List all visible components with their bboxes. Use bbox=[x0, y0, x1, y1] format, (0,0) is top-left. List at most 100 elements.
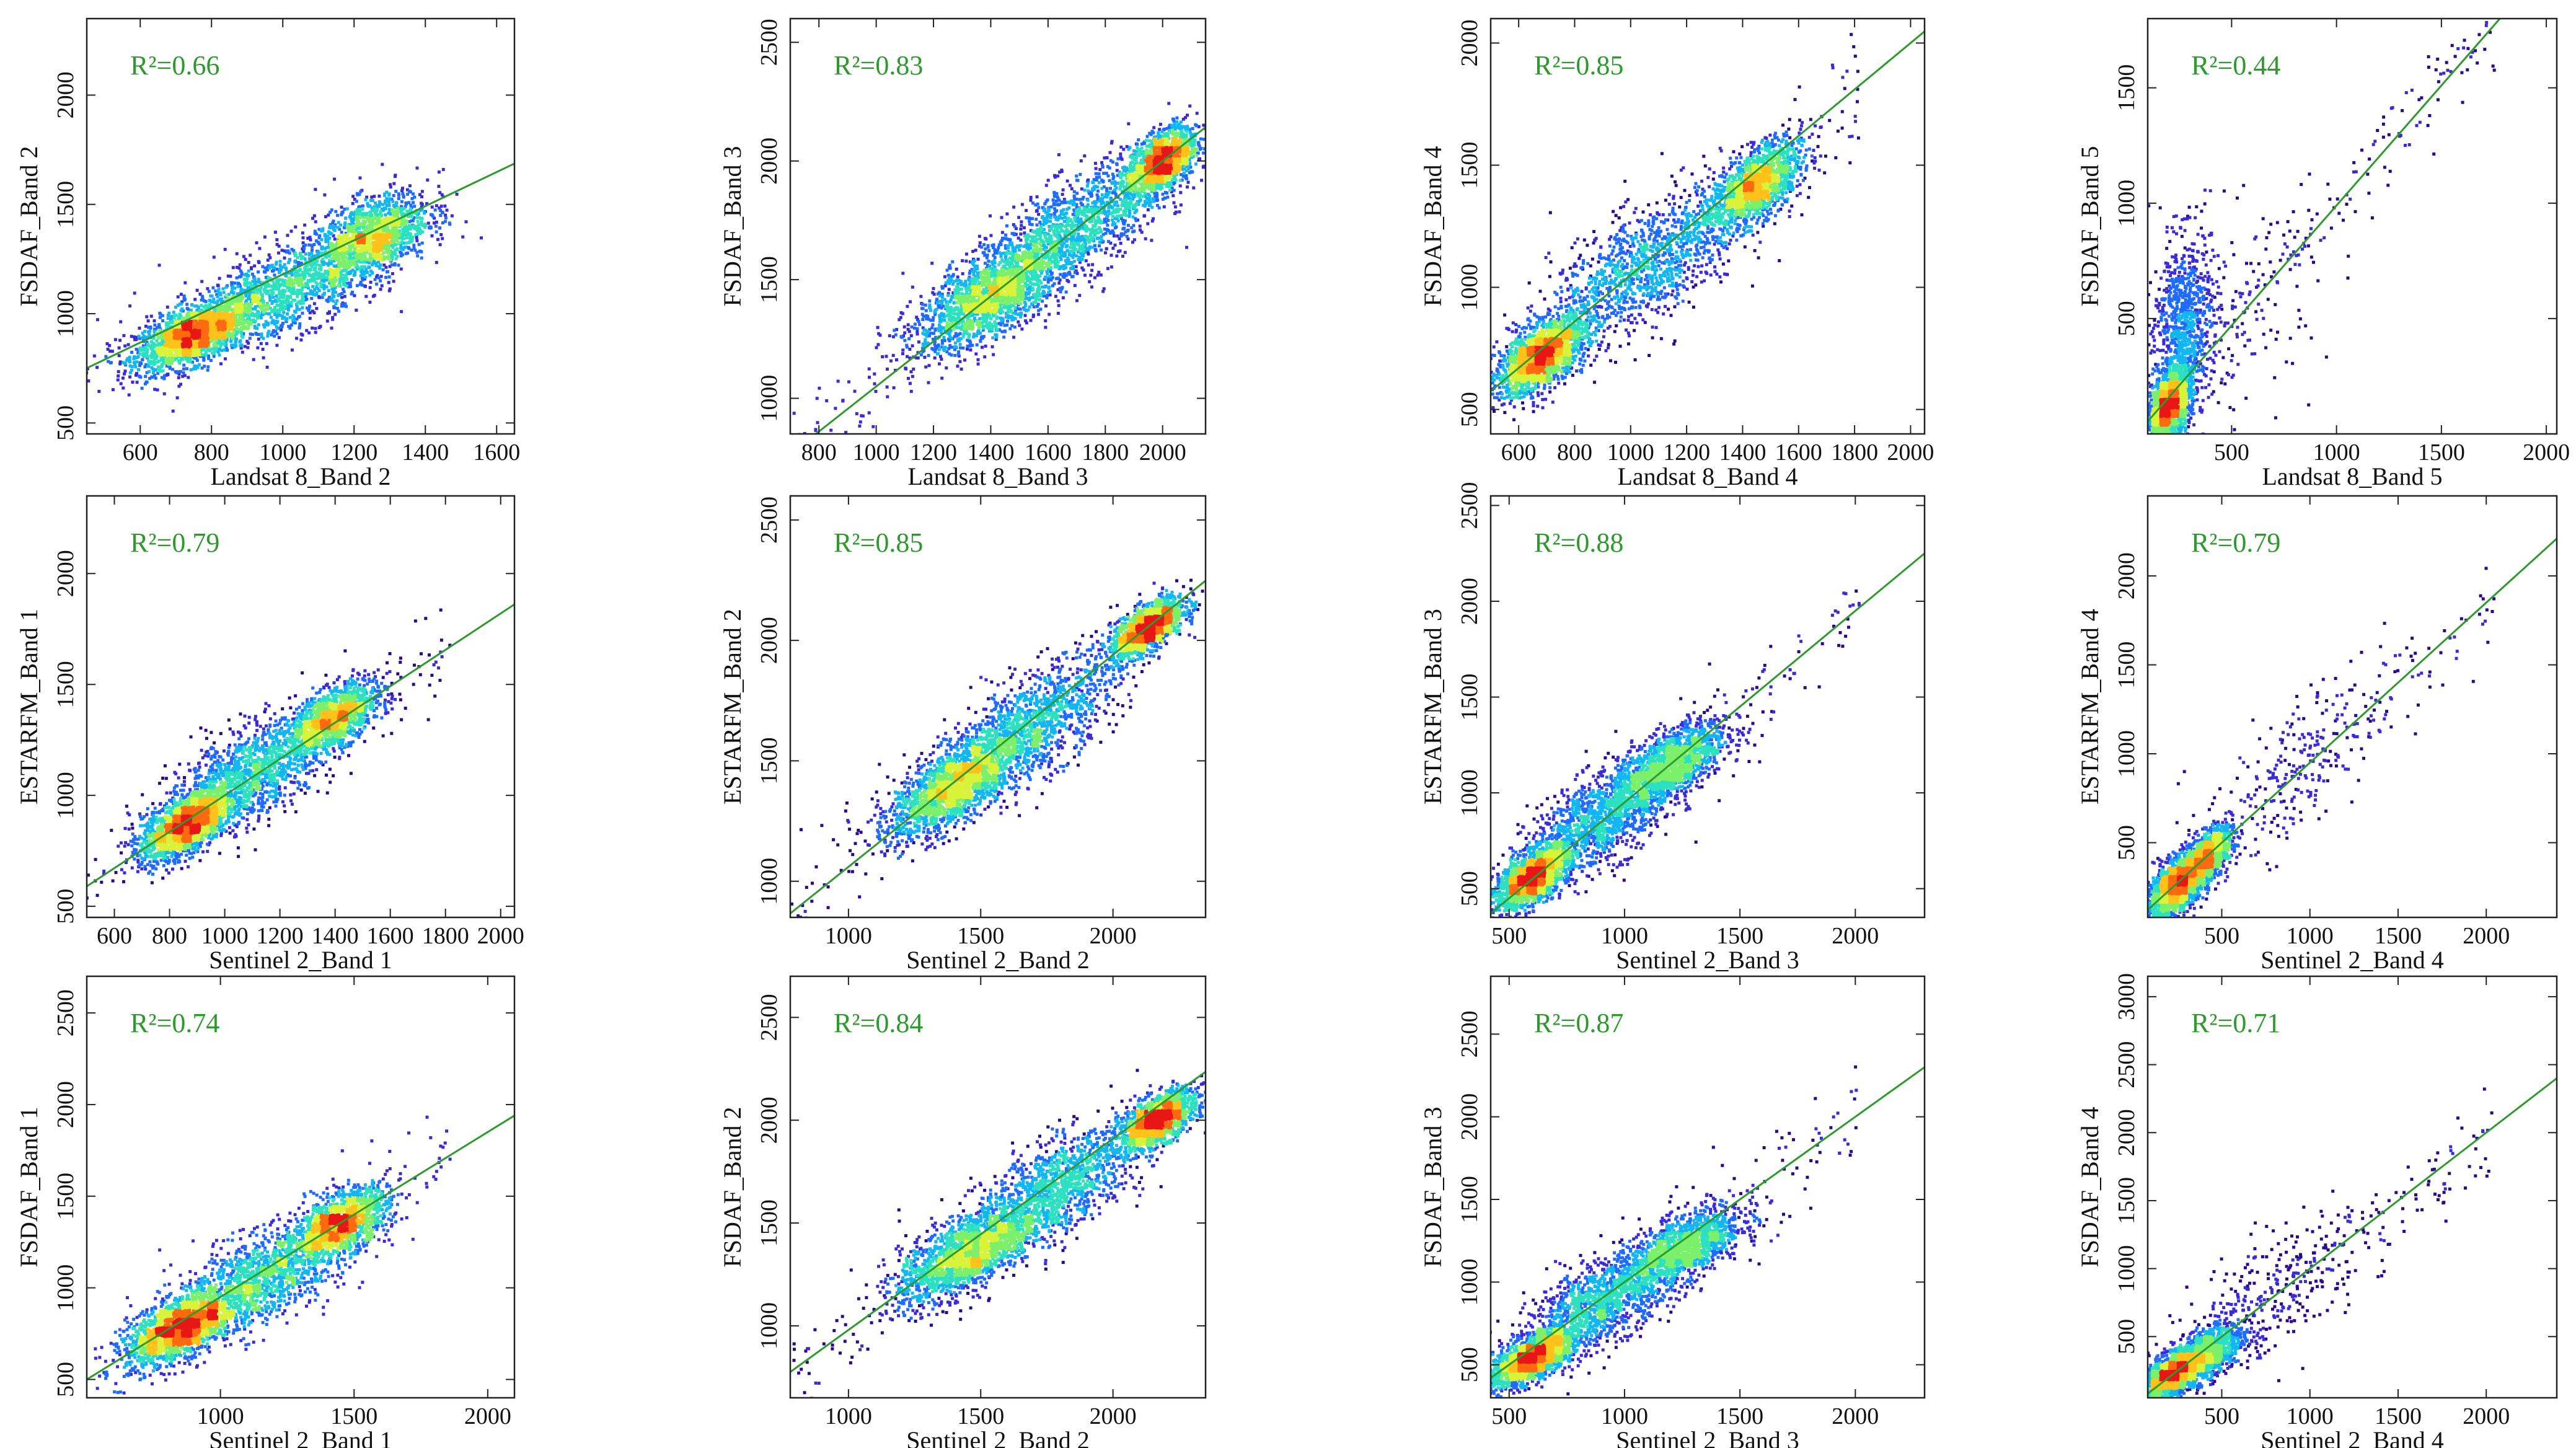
density-point bbox=[455, 192, 459, 196]
density-point bbox=[377, 260, 381, 264]
density-point bbox=[282, 311, 286, 314]
density-point bbox=[969, 348, 973, 352]
density-point bbox=[171, 347, 175, 351]
density-point bbox=[895, 358, 898, 361]
density-point bbox=[252, 298, 255, 301]
density-point bbox=[290, 278, 294, 282]
density-point bbox=[387, 246, 390, 250]
density-point bbox=[128, 304, 132, 308]
density-point bbox=[365, 237, 369, 241]
density-point bbox=[180, 353, 183, 357]
density-point bbox=[259, 333, 263, 337]
density-point bbox=[383, 244, 387, 248]
density-point bbox=[206, 368, 210, 372]
density-point bbox=[227, 293, 231, 296]
density-point bbox=[1105, 247, 1108, 250]
density-point bbox=[242, 278, 246, 281]
density-point bbox=[237, 328, 240, 331]
density-point bbox=[182, 348, 186, 351]
y-tick-label: 1000 bbox=[53, 290, 79, 337]
density-point bbox=[365, 213, 369, 216]
density-point bbox=[372, 253, 376, 257]
density-point bbox=[836, 379, 840, 383]
density-point bbox=[201, 353, 204, 356]
density-point bbox=[212, 320, 216, 324]
density-point bbox=[167, 350, 170, 353]
density-point bbox=[302, 277, 306, 281]
density-point bbox=[332, 245, 336, 249]
density-point bbox=[138, 348, 142, 352]
density-point bbox=[1015, 227, 1018, 231]
density-point bbox=[400, 247, 404, 250]
density-point bbox=[153, 387, 157, 391]
density-point bbox=[268, 298, 272, 302]
density-point bbox=[368, 221, 372, 225]
density-point bbox=[298, 322, 302, 325]
density-point bbox=[244, 292, 247, 296]
density-point bbox=[258, 287, 262, 291]
density-point bbox=[171, 355, 175, 359]
density-point bbox=[295, 317, 299, 321]
density-point bbox=[156, 325, 159, 329]
density-point bbox=[1140, 231, 1144, 234]
density-point bbox=[169, 325, 173, 329]
density-point bbox=[334, 302, 338, 306]
density-point bbox=[1029, 319, 1033, 322]
density-point bbox=[224, 295, 227, 299]
density-point bbox=[187, 325, 190, 329]
density-point bbox=[330, 287, 334, 291]
density-point bbox=[324, 240, 328, 244]
density-point bbox=[180, 358, 184, 361]
density-point bbox=[359, 245, 363, 249]
density-point bbox=[1094, 167, 1098, 170]
density-point bbox=[901, 348, 905, 352]
density-point bbox=[909, 300, 912, 304]
density-point bbox=[257, 297, 260, 301]
density-point bbox=[267, 291, 270, 294]
density-point bbox=[200, 343, 204, 347]
density-point bbox=[343, 302, 347, 306]
density-point bbox=[392, 228, 395, 232]
density-point bbox=[349, 238, 352, 242]
density-point bbox=[249, 314, 253, 317]
density-point bbox=[337, 239, 340, 243]
density-point bbox=[165, 327, 169, 330]
density-point bbox=[359, 249, 363, 252]
density-point bbox=[149, 314, 153, 318]
density-point bbox=[238, 303, 242, 307]
density-point bbox=[1152, 217, 1155, 221]
density-point bbox=[280, 268, 283, 272]
density-point bbox=[185, 314, 188, 318]
density-point bbox=[389, 218, 392, 222]
density-point bbox=[298, 288, 301, 292]
density-point bbox=[274, 298, 278, 302]
density-point bbox=[267, 330, 271, 333]
density-point bbox=[389, 229, 393, 232]
density-point bbox=[1012, 335, 1016, 339]
density-point bbox=[123, 372, 126, 376]
density-point bbox=[415, 227, 418, 231]
density-point bbox=[1013, 225, 1017, 229]
density-point bbox=[415, 239, 419, 242]
density-point bbox=[335, 299, 339, 302]
density-point bbox=[374, 250, 378, 254]
density-point bbox=[397, 196, 400, 200]
density-point bbox=[308, 304, 312, 308]
density-point bbox=[400, 212, 404, 216]
density-point bbox=[376, 239, 379, 242]
density-point bbox=[921, 326, 925, 330]
density-point bbox=[156, 348, 159, 351]
density-point bbox=[303, 223, 307, 227]
density-point bbox=[915, 332, 919, 336]
density-point bbox=[204, 304, 208, 307]
density-point bbox=[254, 319, 257, 323]
density-point bbox=[205, 323, 209, 327]
density-point bbox=[298, 269, 301, 272]
density-point bbox=[184, 328, 188, 331]
density-point bbox=[150, 348, 154, 351]
density-point bbox=[208, 320, 211, 324]
density-point bbox=[237, 306, 240, 309]
density-point bbox=[1084, 259, 1088, 263]
density-point bbox=[331, 221, 335, 225]
density-point bbox=[107, 360, 110, 363]
